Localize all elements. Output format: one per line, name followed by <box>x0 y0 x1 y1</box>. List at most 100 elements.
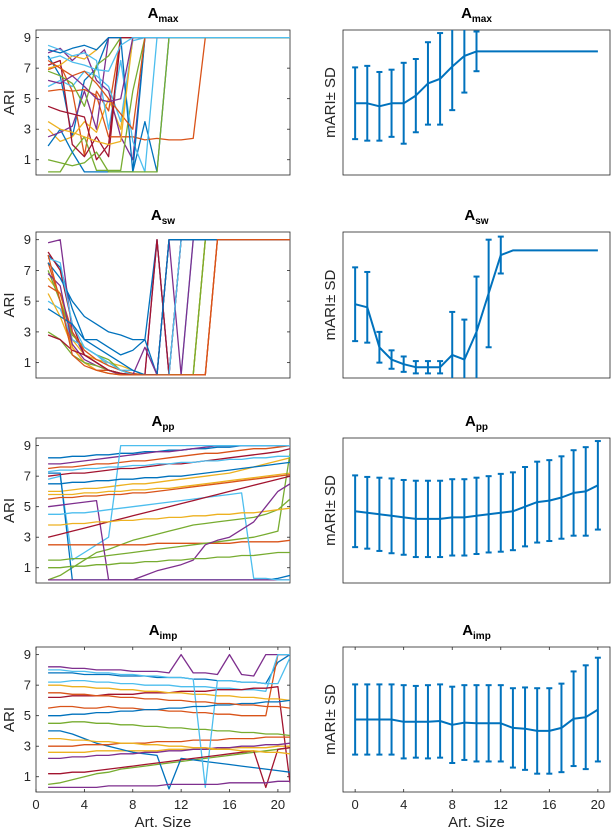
series-line-2 <box>48 444 290 470</box>
y-tick-label: 1 <box>24 355 31 370</box>
mean-line <box>354 484 599 520</box>
plot-area <box>47 36 290 173</box>
axes-box <box>342 646 611 793</box>
series-line-20 <box>47 36 290 72</box>
x-tick-label: 4 <box>400 797 407 812</box>
plot-area <box>47 444 290 581</box>
y-tick-label: 3 <box>24 530 31 545</box>
panel-title: Amax <box>148 5 179 25</box>
series-line-17 <box>48 507 290 526</box>
y-tick-label: 9 <box>24 30 31 45</box>
y-axis-label: mARI± SD <box>322 269 339 340</box>
series-line-2 <box>48 653 290 717</box>
series-line-12 <box>48 453 290 561</box>
x-tick-label: 0 <box>32 797 39 812</box>
series-line-9 <box>48 539 290 546</box>
panel-A_pp-mari: App mARI± SD <box>322 413 611 584</box>
series-line-19 <box>48 551 290 569</box>
y-tick-label: 7 <box>24 263 31 278</box>
y-tick-label: 3 <box>24 122 31 137</box>
x-tick-label: 20 <box>591 797 605 812</box>
panel-A_sw-mari: Asw mARI± SD <box>322 207 611 379</box>
panel-A_max-mari: Amax mARI± SD <box>322 5 611 176</box>
y-tick-label: 3 <box>24 324 31 339</box>
y-tick-label: 7 <box>24 678 31 693</box>
plot-area <box>352 235 598 378</box>
y-axis-label: ARI <box>1 90 18 115</box>
panel-A_sw-ari: Asw ARI 1 3 5 7 9 <box>1 207 291 379</box>
y-tick-label: 3 <box>24 739 31 754</box>
panel-A_max-ari: Amax ARI 1 3 5 7 9 <box>1 5 291 176</box>
plot-area <box>48 653 290 790</box>
y-tick-label: 1 <box>24 152 31 167</box>
axes-box <box>35 231 291 379</box>
y-tick-label: 1 <box>24 769 31 784</box>
axes-box <box>342 29 611 176</box>
axes-box <box>35 29 291 176</box>
series-line-16 <box>47 239 290 376</box>
panel-title: Aimp <box>462 622 491 642</box>
x-tick-label: 8 <box>129 797 136 812</box>
y-tick-label: 5 <box>24 91 31 106</box>
series-line-15 <box>48 461 290 485</box>
x-tick-label: 4 <box>81 797 88 812</box>
series-line-14 <box>47 475 290 538</box>
x-tick-label: 8 <box>449 797 456 812</box>
x-tick-label: 20 <box>271 797 285 812</box>
series-line-13 <box>48 492 290 581</box>
panel-title: Asw <box>151 207 175 227</box>
x-tick-label: 12 <box>174 797 188 812</box>
y-axis-label: ARI <box>1 707 18 732</box>
series-line-16 <box>48 692 290 709</box>
x-axis-label: Art. Size <box>448 814 505 831</box>
x-axis-label: Art. Size <box>135 814 192 831</box>
series-line-11 <box>48 742 290 760</box>
y-axis-label: mARI± SD <box>322 684 339 755</box>
x-tick-label: 0 <box>352 797 359 812</box>
plot-area <box>352 30 598 145</box>
y-tick-label: 5 <box>24 499 31 514</box>
axes-box <box>342 437 611 584</box>
series-line-13 <box>48 657 290 789</box>
y-axis-label: ARI <box>1 498 18 523</box>
y-tick-label: 5 <box>24 294 31 309</box>
y-tick-label: 5 <box>24 708 31 723</box>
panel-title: Amax <box>461 5 492 25</box>
panel-A_imp-mari: Aimp mARI± SD 0 4 8 12 16 20 Art. Size <box>322 622 611 831</box>
series-line-18 <box>48 483 290 581</box>
mean-line <box>355 708 599 732</box>
series-line-16 <box>48 473 290 500</box>
plot-area <box>352 656 601 775</box>
series-line-10 <box>48 472 290 496</box>
series-line-12 <box>48 721 290 737</box>
series-line-15 <box>48 699 290 717</box>
series-line-5 <box>48 747 290 786</box>
panel-A_pp-ari: App ARI 1 3 5 7 9 <box>1 413 291 584</box>
series-line-9 <box>48 736 290 747</box>
y-tick-label: 9 <box>24 232 31 247</box>
panel-title: Asw <box>464 207 488 227</box>
panel-title: App <box>465 413 488 433</box>
y-tick-label: 7 <box>24 61 31 76</box>
y-tick-label: 9 <box>24 647 31 662</box>
mean-line <box>355 50 598 108</box>
series-line-4 <box>48 653 290 677</box>
series-line-6 <box>48 653 290 692</box>
plot-area <box>47 239 290 376</box>
y-tick-label: 9 <box>24 438 31 453</box>
axes-box <box>35 646 291 793</box>
y-axis-label: ARI <box>1 292 18 317</box>
y-tick-label: 7 <box>24 469 31 484</box>
series-line-6 <box>47 444 290 561</box>
series-line-3 <box>48 745 290 753</box>
x-tick-label: 16 <box>542 797 556 812</box>
x-tick-label: 12 <box>494 797 508 812</box>
y-tick-label: 1 <box>24 560 31 575</box>
series-line-18 <box>48 780 290 789</box>
panel-A_imp-ari: Aimp ARI 1 3 5 7 9 0 4 8 12 16 20 Art. Size <box>1 622 291 831</box>
panel-title: Aimp <box>149 622 178 642</box>
series-line-11 <box>48 499 290 581</box>
plot-area <box>352 440 601 559</box>
x-tick-label: 16 <box>222 797 236 812</box>
